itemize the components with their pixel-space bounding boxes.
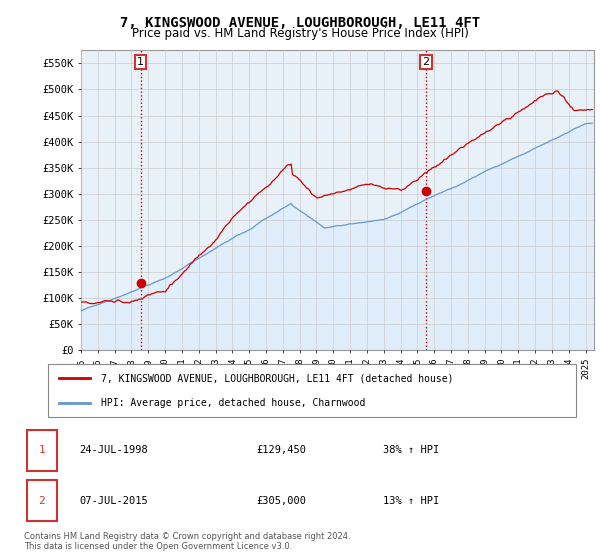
Text: 24-JUL-1998: 24-JUL-1998 xyxy=(79,445,148,455)
Text: 7, KINGSWOOD AVENUE, LOUGHBOROUGH, LE11 4FT: 7, KINGSWOOD AVENUE, LOUGHBOROUGH, LE11 … xyxy=(120,16,480,30)
Text: HPI: Average price, detached house, Charnwood: HPI: Average price, detached house, Char… xyxy=(101,398,365,408)
Text: £305,000: £305,000 xyxy=(256,496,306,506)
Text: 2: 2 xyxy=(38,496,46,506)
Text: £129,450: £129,450 xyxy=(256,445,306,455)
Text: 2: 2 xyxy=(422,57,430,67)
Text: 7, KINGSWOOD AVENUE, LOUGHBOROUGH, LE11 4FT (detached house): 7, KINGSWOOD AVENUE, LOUGHBOROUGH, LE11 … xyxy=(101,374,454,384)
FancyBboxPatch shape xyxy=(48,364,576,417)
Text: Contains HM Land Registry data © Crown copyright and database right 2024.
This d: Contains HM Land Registry data © Crown c… xyxy=(24,532,350,552)
Text: 13% ↑ HPI: 13% ↑ HPI xyxy=(383,496,439,506)
Text: 1: 1 xyxy=(38,445,46,455)
FancyBboxPatch shape xyxy=(27,430,57,471)
FancyBboxPatch shape xyxy=(27,480,57,521)
Text: 07-JUL-2015: 07-JUL-2015 xyxy=(79,496,148,506)
Text: 1: 1 xyxy=(137,57,144,67)
Text: 38% ↑ HPI: 38% ↑ HPI xyxy=(383,445,439,455)
Text: Price paid vs. HM Land Registry's House Price Index (HPI): Price paid vs. HM Land Registry's House … xyxy=(131,27,469,40)
